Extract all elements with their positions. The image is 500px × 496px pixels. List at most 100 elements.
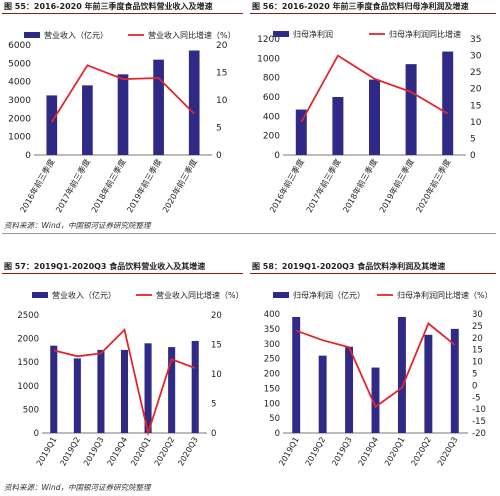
- y-right-tick-label: 5: [216, 124, 222, 134]
- y-right-tick-label: 30: [472, 310, 483, 320]
- y-right-tick-label: 5: [211, 400, 216, 410]
- figure-58-title: 图 58：2019Q1-2020Q3 食品饮料净利润及其增速: [252, 262, 446, 271]
- bar: [450, 328, 459, 433]
- y-left-tick-label: 1000: [8, 133, 31, 143]
- y-left-tick-label: 2500: [17, 311, 39, 321]
- legend-line-label: 营业收入同比增速（%）: [156, 290, 244, 300]
- y-right-tick-label: 15: [472, 346, 483, 356]
- legend-line-label: 归母净利润同比增速: [389, 29, 461, 39]
- chart-figure-58: 050100150200250300350400-20-15-10-505101…: [264, 290, 493, 467]
- x-tick-label: 2019Q2: [58, 436, 82, 468]
- bar: [50, 345, 58, 433]
- y-left-tick-label: 0: [25, 151, 31, 161]
- y-left-tick-label: 3000: [8, 96, 31, 106]
- x-tick-label: 2018年前三季度: [340, 157, 379, 214]
- y-right-tick-label: 20: [472, 334, 483, 344]
- figure-56-title: 图 56：2016-2020 年前三季度食品饮料归母净利润及增速: [252, 2, 469, 11]
- y-left-tick-label: 50: [269, 414, 280, 424]
- x-tick-label: 2016年前三季度: [18, 157, 57, 214]
- title-rule-right: [250, 13, 496, 14]
- bar: [292, 316, 301, 433]
- bar: [46, 95, 58, 155]
- legend-bar-swatch: [273, 31, 289, 37]
- bar: [332, 97, 344, 155]
- y-right-tick-label: 5: [472, 370, 477, 380]
- x-tick-label: 2020Q2: [409, 436, 433, 468]
- legend-bar-label: 营业收入（亿元）: [44, 30, 108, 40]
- y-left-tick-label: 400: [263, 112, 280, 122]
- x-tick-label: 2019Q1: [35, 436, 59, 468]
- bar: [405, 64, 417, 155]
- growth-line: [53, 328, 196, 437]
- y-right-tick-label: 10: [470, 118, 482, 128]
- x-tick-label: 2017年前三季度: [304, 157, 343, 214]
- y-right-tick-label: 20: [216, 41, 228, 51]
- bar: [424, 334, 433, 433]
- bar: [82, 85, 93, 155]
- y-left-tick-label: 2000: [17, 335, 39, 345]
- bar: [345, 346, 354, 433]
- legend-line-label: 营业收入同比增速（%）: [148, 30, 236, 40]
- x-tick-label: 2020Q3: [176, 436, 200, 468]
- x-tick-label: 2020年前三季度: [160, 157, 199, 214]
- x-tick-label: 2019年前三季度: [124, 157, 163, 214]
- y-right-tick-label: 15: [216, 69, 227, 79]
- x-tick-label: 2020Q2: [153, 436, 177, 468]
- y-right-tick-label: 0: [216, 151, 222, 161]
- chart-figure-55: 0 1000 2000 3000 4000 5000 6000 0 5 10 15 20 2016年前三…: [8, 30, 236, 214]
- y-left-tick-label: 0: [274, 151, 280, 161]
- source-note-top: 资料来源：Wind，中国银河证券研究院整理: [4, 221, 151, 230]
- y-left-tick-label: 1500: [17, 358, 39, 368]
- y-right-tick-label: 15: [211, 341, 222, 351]
- x-tick-label: 2019Q3: [330, 436, 354, 468]
- y-left-tick-label: 6000: [8, 41, 31, 51]
- bar: [295, 109, 307, 155]
- bar: [191, 340, 199, 433]
- x-tick-label: 2020Q3: [436, 436, 460, 468]
- y-left-tick-label: 2000: [8, 114, 31, 124]
- x-tick-label: 2019Q3: [82, 436, 106, 468]
- bar: [168, 347, 176, 433]
- y-right-tick-label: 10: [472, 358, 483, 368]
- x-tick-label: 2020年前三季度: [414, 157, 453, 214]
- growth-line: [51, 64, 195, 123]
- y-left-tick-label: 250: [264, 355, 280, 365]
- y-left-tick-label: 500: [23, 405, 39, 415]
- y-right-tick-label: 10: [211, 370, 222, 380]
- bar: [97, 349, 105, 433]
- title-rule-left: [2, 13, 243, 14]
- y-right-tick-label: 25: [472, 322, 483, 332]
- y-left-tick-label: 1200: [257, 35, 280, 45]
- y-left-tick-label: 1000: [257, 54, 280, 64]
- bar: [188, 50, 200, 155]
- source-note-bottom: 资料来源：Wind，中国银河证券研究院整理: [4, 483, 151, 492]
- y-left-tick-label: 4000: [8, 78, 31, 88]
- growth-line: [295, 322, 456, 409]
- x-tick-label: 2016年前三季度: [267, 157, 306, 214]
- y-right-tick-label: 0: [472, 381, 477, 391]
- bar: [73, 358, 81, 433]
- bar: [371, 367, 380, 433]
- y-left-tick-label: 100: [264, 399, 280, 409]
- y-right-tick-label: -10: [472, 405, 486, 415]
- y-left-tick-label: 5000: [8, 59, 31, 69]
- x-tick-label: 2019Q4: [357, 436, 381, 468]
- y-left-tick-label: 1000: [17, 382, 39, 392]
- legend-bar-label: 归母净利润（亿元）: [293, 290, 365, 300]
- bar: [120, 349, 129, 433]
- source-rule-top: [2, 233, 496, 234]
- y-left-tick-label: 350: [264, 325, 280, 335]
- bar: [397, 316, 406, 433]
- legend-bar-swatch: [273, 292, 289, 298]
- bar: [153, 59, 164, 155]
- title-rule-left-2: [2, 273, 243, 274]
- y-left-tick-label: 200: [263, 132, 280, 142]
- x-tick-label: 2020Q1: [129, 436, 153, 468]
- x-tick-label: 2020Q1: [383, 436, 407, 468]
- y-right-tick-label: -5: [472, 393, 480, 403]
- figure-55-title: 图 55：2016-2020 年前三季度食品饮料营业收入及增速: [4, 2, 213, 11]
- y-right-tick-label: 10: [216, 96, 228, 106]
- y-left-tick-label: 0: [34, 429, 39, 439]
- x-tick-label: 2018年前三季度: [89, 157, 128, 214]
- y-right-tick-label: 5: [470, 134, 476, 144]
